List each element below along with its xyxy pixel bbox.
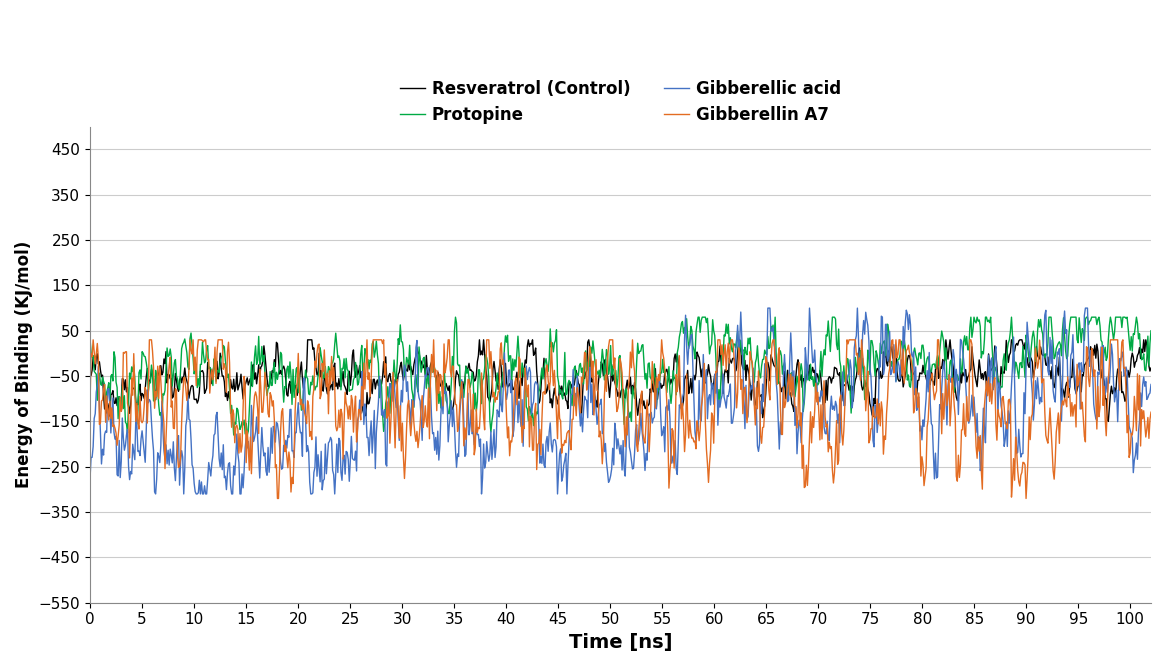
Gibberellic acid bbox=[518, 388, 532, 396]
Line: Resveratrol (Control): Resveratrol (Control) bbox=[90, 340, 1151, 422]
X-axis label: Time [ns]: Time [ns] bbox=[569, 633, 673, 652]
Resveratrol (Control) bbox=[518, 366, 532, 374]
Protopine bbox=[83, 334, 97, 342]
Protopine bbox=[449, 313, 463, 321]
Gibberellin A7 bbox=[111, 432, 125, 440]
Line: Gibberellic acid: Gibberellic acid bbox=[90, 308, 1151, 494]
Resveratrol (Control) bbox=[301, 336, 315, 344]
Gibberellic acid bbox=[761, 304, 775, 312]
Protopine bbox=[578, 347, 592, 355]
Y-axis label: Energy of Binding (KJ/mol): Energy of Binding (KJ/mol) bbox=[15, 241, 33, 488]
Protopine bbox=[518, 364, 532, 372]
Gibberellic acid bbox=[705, 381, 719, 389]
Gibberellin A7 bbox=[707, 439, 721, 447]
Resveratrol (Control) bbox=[705, 385, 719, 393]
Gibberellin A7 bbox=[911, 404, 925, 412]
Gibberellic acid bbox=[1144, 380, 1158, 388]
Gibberellin A7 bbox=[271, 494, 285, 502]
Protopine bbox=[110, 384, 124, 392]
Gibberellin A7 bbox=[86, 336, 100, 344]
Resveratrol (Control) bbox=[204, 366, 218, 374]
Line: Gibberellin A7: Gibberellin A7 bbox=[90, 340, 1151, 498]
Line: Protopine: Protopine bbox=[90, 317, 1151, 435]
Gibberellin A7 bbox=[1144, 408, 1158, 416]
Gibberellic acid bbox=[911, 395, 925, 403]
Resveratrol (Control) bbox=[1144, 364, 1158, 372]
Protopine bbox=[1144, 327, 1158, 335]
Resveratrol (Control) bbox=[909, 390, 923, 398]
Resveratrol (Control) bbox=[577, 374, 591, 382]
Resveratrol (Control) bbox=[110, 402, 124, 410]
Gibberellin A7 bbox=[83, 400, 97, 408]
Protopine bbox=[226, 431, 240, 439]
Resveratrol (Control) bbox=[83, 368, 97, 376]
Gibberellin A7 bbox=[578, 350, 592, 358]
Gibberellin A7 bbox=[205, 366, 219, 374]
Gibberellic acid bbox=[577, 392, 591, 400]
Protopine bbox=[204, 365, 218, 373]
Gibberellic acid bbox=[83, 475, 97, 483]
Protopine bbox=[911, 361, 925, 369]
Gibberellin A7 bbox=[518, 364, 532, 372]
Resveratrol (Control) bbox=[1102, 418, 1116, 426]
Gibberellic acid bbox=[205, 459, 219, 467]
Gibberellic acid bbox=[148, 490, 162, 498]
Legend: Resveratrol (Control), Protopine, Gibberellic acid, Gibberellin A7: Resveratrol (Control), Protopine, Gibber… bbox=[394, 73, 848, 131]
Gibberellic acid bbox=[110, 471, 124, 479]
Protopine bbox=[707, 327, 721, 335]
